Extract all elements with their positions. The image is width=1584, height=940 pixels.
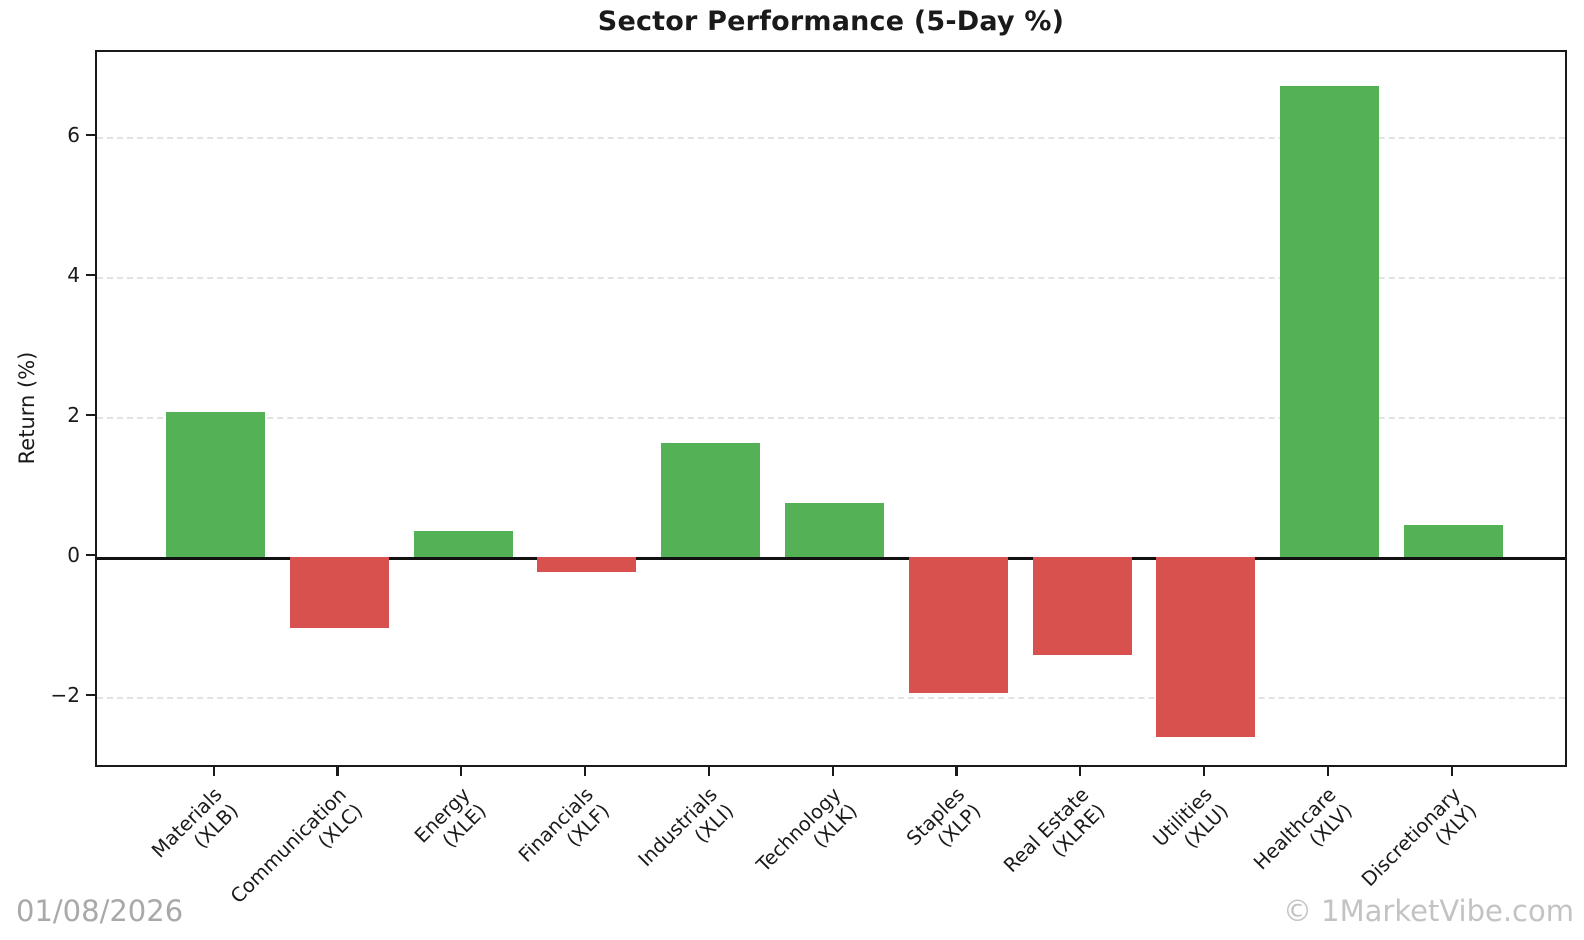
x-tick-label: Materials (XLB) xyxy=(147,783,243,879)
bar-discretionary-xly xyxy=(1404,525,1503,557)
x-tick-label: Industrials (XLI) xyxy=(634,783,738,887)
x-tick-label: Utilities (XLU) xyxy=(1149,783,1233,867)
gridline xyxy=(97,276,1565,279)
x-tick-mark xyxy=(831,767,834,776)
y-tick-mark xyxy=(86,133,95,137)
bar-communication-xlc xyxy=(289,556,389,628)
x-tick-label: Real Estate (XLRE) xyxy=(999,783,1109,893)
bar-utilities-xlu xyxy=(1156,556,1256,738)
x-tick-mark xyxy=(212,767,215,776)
watermark-date: 01/08/2026 xyxy=(16,894,184,928)
x-tick-mark xyxy=(1326,767,1330,776)
x-tick-mark xyxy=(1202,767,1206,776)
chart-title: Sector Performance (5-Day %) xyxy=(597,6,1065,37)
x-tick-mark xyxy=(460,767,463,776)
x-tick-label: Communication (XLC) xyxy=(226,783,367,924)
gridline xyxy=(97,136,1565,139)
x-tick-label: Discretionary (XLY) xyxy=(1357,783,1481,907)
y-tick-mark xyxy=(86,413,95,417)
y-tick-label: 4 xyxy=(67,262,80,287)
bar-staples-xlp xyxy=(908,556,1008,693)
x-tick-label: Energy (XLE) xyxy=(410,783,491,864)
bar-energy-xle xyxy=(413,530,513,557)
zero-line xyxy=(97,556,1565,560)
y-tick-mark xyxy=(86,553,95,557)
gridline xyxy=(97,416,1565,419)
bar-materials-xlb xyxy=(166,411,265,557)
x-tick-label: Staples (XLP) xyxy=(902,783,985,866)
plot-area xyxy=(95,50,1567,767)
y-tick-label: −2 xyxy=(50,682,80,707)
y-tick-mark xyxy=(86,273,95,277)
y-tick-label: 2 xyxy=(67,402,80,427)
x-tick-label: Financials (XLF) xyxy=(514,783,614,883)
gridline xyxy=(97,696,1565,699)
watermark-brand: © 1MarketVibe.com xyxy=(1282,894,1574,928)
bar-industrials-xli xyxy=(661,442,761,557)
x-tick-mark xyxy=(1079,767,1082,776)
x-tick-mark xyxy=(583,767,587,776)
x-tick-mark xyxy=(1450,767,1453,776)
bar-real-estate-xlre xyxy=(1032,556,1132,655)
y-tick-label: 6 xyxy=(67,122,80,147)
x-tick-label: Technology (XLK) xyxy=(752,783,862,893)
bar-technology-xlk xyxy=(785,502,884,557)
x-tick-mark xyxy=(707,767,711,776)
y-tick-label: 0 xyxy=(67,542,80,567)
x-tick-mark xyxy=(336,767,339,776)
y-tick-mark xyxy=(86,693,95,697)
x-tick-mark xyxy=(955,767,958,776)
x-tick-label: Healthcare (XLV) xyxy=(1250,783,1358,891)
bar-healthcare-xlv xyxy=(1280,85,1380,557)
bar-financials-xlf xyxy=(537,556,637,573)
